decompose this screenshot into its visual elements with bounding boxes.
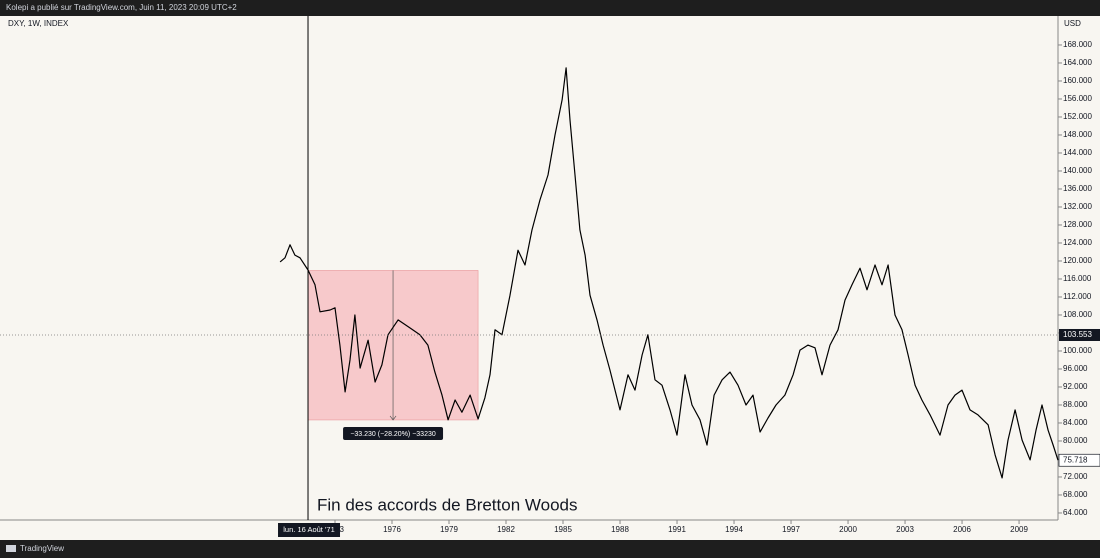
price-line bbox=[279, 67, 1059, 479]
measure-arrowhead bbox=[389, 415, 397, 421]
y-tick-label: 124.000 bbox=[1063, 238, 1092, 247]
y-tick-label: 156.000 bbox=[1063, 94, 1092, 103]
y-tick-label: 128.000 bbox=[1063, 220, 1092, 229]
symbol: DXY, 1W, INDEX bbox=[8, 19, 69, 28]
y-tick-label: 132.000 bbox=[1063, 202, 1092, 211]
x-tick-label: 2006 bbox=[953, 525, 971, 534]
y-tick-label: 164.000 bbox=[1063, 58, 1092, 67]
crosshair-date: lun. 16 Août '71 bbox=[283, 525, 334, 534]
last-price: 75.718 bbox=[1063, 455, 1088, 464]
x-tick-label: 1982 bbox=[497, 525, 515, 534]
logo bbox=[6, 545, 16, 552]
x-tick-label: 2000 bbox=[839, 525, 857, 534]
x-tick-label: 1994 bbox=[725, 525, 743, 534]
y-tick-label: 64.000 bbox=[1063, 508, 1088, 517]
measure-label-bg bbox=[343, 426, 444, 440]
y-tick-label: 112.000 bbox=[1063, 292, 1092, 301]
y-tick-label: 68.000 bbox=[1063, 490, 1088, 499]
y-tick-label: 168.000 bbox=[1063, 40, 1092, 49]
x-tick-label: 1985 bbox=[554, 525, 572, 534]
y-tick-label: 96.000 bbox=[1063, 364, 1088, 373]
measure-label: −33.230 (−28.20%) −33230 bbox=[350, 431, 436, 438]
x-tick-label: 1988 bbox=[611, 525, 629, 534]
x-tick-label: 1997 bbox=[782, 525, 800, 534]
y-tick-label: 140.000 bbox=[1063, 166, 1092, 175]
y-tick-label: 148.000 bbox=[1063, 130, 1092, 139]
y-tick-label: 144.000 bbox=[1063, 148, 1092, 157]
crosshair-price: 103.553 bbox=[1063, 330, 1092, 339]
publisher: Kolepi a publié sur TradingView.com, Jui… bbox=[6, 3, 237, 12]
y-tick-label: 120.000 bbox=[1063, 256, 1092, 265]
x-tick-label: 2003 bbox=[896, 525, 914, 534]
y-tick-label: 108.000 bbox=[1063, 310, 1092, 319]
x-tick-label: 2009 bbox=[1010, 525, 1028, 534]
y-tick-label: 80.000 bbox=[1063, 436, 1088, 445]
y-tick-label: 72.000 bbox=[1063, 472, 1088, 481]
x-tick-label: 1976 bbox=[383, 525, 401, 534]
x-tick-label: 1979 bbox=[440, 525, 458, 534]
y-tick-label: 160.000 bbox=[1063, 76, 1092, 85]
chart-background bbox=[0, 16, 1100, 540]
y-tick-label: 116.000 bbox=[1063, 274, 1092, 283]
x-tick-label: 1991 bbox=[668, 525, 686, 534]
crosshair-date-bg bbox=[278, 523, 341, 537]
brand: TradingView bbox=[20, 544, 64, 553]
y-tick-label: 88.000 bbox=[1063, 400, 1088, 409]
last-price-bg bbox=[1058, 453, 1100, 467]
y-tick-label: 92.000 bbox=[1063, 382, 1088, 391]
y-tick-label: 100.000 bbox=[1063, 346, 1092, 355]
annotation: Fin des accords de Bretton Woods bbox=[317, 495, 578, 514]
y-tick-label: 152.000 bbox=[1063, 112, 1092, 121]
currency: USD bbox=[1064, 19, 1081, 28]
y-tick-label: 84.000 bbox=[1063, 418, 1088, 427]
crosshair-price-bg bbox=[1059, 328, 1100, 341]
y-tick-label: 136.000 bbox=[1063, 184, 1092, 193]
